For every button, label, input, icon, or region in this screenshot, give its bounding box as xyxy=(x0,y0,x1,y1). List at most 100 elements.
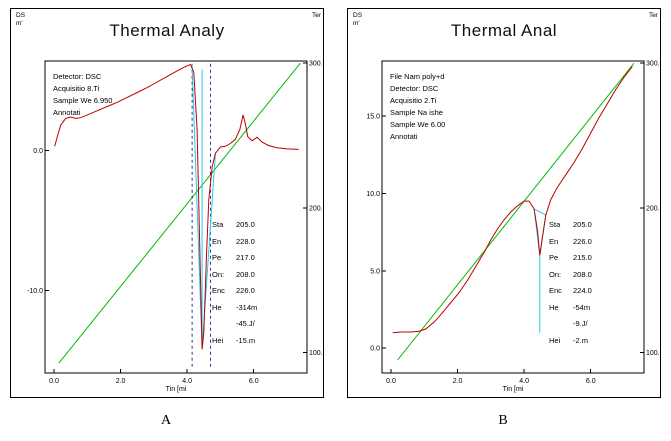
plot-border xyxy=(381,60,645,374)
thermal-chart-a: 0.0 2.0 4.0 6.0 0.0 -10.0 300.0 200.0 100.0 xyxy=(27,60,323,385)
result-value: -314m xyxy=(236,302,258,312)
result-label: En xyxy=(212,236,222,246)
left-axis-unit-b: DS m' xyxy=(353,12,362,28)
x-tick-label: 6.0 xyxy=(249,378,259,385)
result-value: -2.m xyxy=(573,335,588,345)
peak-result-row: Pe 217.0 xyxy=(212,250,257,267)
chart-panel-b: DS m' Thermal Anal Ter 0.0 2.0 4.0 6.0 15.0 1… xyxy=(347,8,661,398)
left-y-tick-label: 0.0 xyxy=(370,346,380,353)
info-line: File Nam poly+d xyxy=(390,72,445,81)
info-line: Acquisitio 2.Ti xyxy=(390,96,437,105)
right-y-tick-label: 300.0 xyxy=(309,61,323,68)
right-axis-unit-b: Ter xyxy=(648,12,658,19)
x-tick-label: 2.0 xyxy=(116,378,126,385)
x-tick-label: 2.0 xyxy=(453,378,463,385)
peak-result-row: -9.J/ xyxy=(549,316,592,333)
left-axis-unit-line2: m' xyxy=(353,20,360,27)
result-value: 226.0 xyxy=(573,236,592,246)
info-line: Detector: DSC xyxy=(53,72,102,81)
peak-result-row: On: 208.0 xyxy=(549,267,592,284)
x-axis-label-a: Tin [mi xyxy=(165,386,187,393)
x-tick-label: 4.0 xyxy=(519,378,529,385)
figure-caption-a: A xyxy=(160,413,172,428)
result-value: 228.0 xyxy=(236,236,255,246)
result-label: He xyxy=(212,302,222,312)
right-axis-unit-a: Ter xyxy=(311,12,321,19)
temperature-curve xyxy=(58,62,301,364)
result-label: He xyxy=(549,302,559,312)
x-tick-label: 4.0 xyxy=(182,378,192,385)
x-tick-label: 6.0 xyxy=(586,378,596,385)
result-value: 215.0 xyxy=(573,253,592,262)
plot-border xyxy=(44,60,308,374)
sample-info-block-a: Detector: DSC Acquisitio 8.Ti Sample We … xyxy=(53,71,112,119)
peak-results-block-b: Sta 205.0 En 226.0 Pe 215.0 On: 208.0 Enc 224… xyxy=(549,217,592,349)
peak-result-row: En 226.0 xyxy=(549,234,592,251)
result-label: Hei xyxy=(549,335,561,345)
integration-baseline-curve xyxy=(533,208,547,216)
result-label: Pe xyxy=(549,253,559,262)
result-label: On: xyxy=(549,269,562,279)
result-value: 205.0 xyxy=(573,220,592,229)
result-value: -9.J/ xyxy=(573,319,588,328)
x-tick-label: 0.0 xyxy=(49,378,59,385)
peak-result-row: On: 208.0 xyxy=(212,267,257,284)
result-label: En xyxy=(549,236,559,246)
peak-result-row: Hei -15.m xyxy=(212,333,257,350)
left-y-tick-label: 0.0 xyxy=(33,148,43,155)
info-line: Annotati xyxy=(390,132,418,141)
result-label: Enc xyxy=(212,286,225,295)
peak-result-row: Enc 224.0 xyxy=(549,283,592,300)
dsc-curve xyxy=(392,66,633,334)
result-value: 208.0 xyxy=(236,269,255,279)
dsc-curve xyxy=(54,63,299,350)
sample-info-block-b: File Nam poly+d Detector: DSC Acquisitio… xyxy=(390,71,445,143)
result-value: -15.m xyxy=(236,335,256,345)
result-value: -54m xyxy=(573,302,591,312)
chart-title-a: Thermal Analy xyxy=(109,21,225,40)
peak-result-row: Enc 226.0 xyxy=(212,283,257,300)
peak-result-row: Hei -2.m xyxy=(549,333,592,350)
left-y-tick-label: 15.0 xyxy=(366,113,380,120)
result-value: 205.0 xyxy=(236,220,255,229)
peak-result-row: Pe 215.0 xyxy=(549,250,592,267)
result-value: 224.0 xyxy=(573,286,592,295)
right-y-tick-label: 200.0 xyxy=(646,205,660,212)
result-label: On: xyxy=(212,269,225,279)
left-y-tick-label: -10.0 xyxy=(27,288,43,295)
result-label: Hei xyxy=(212,335,224,345)
left-axis-unit-line1: DS xyxy=(16,12,26,19)
result-label: Sta xyxy=(212,220,224,229)
figure-caption-b: B xyxy=(498,413,508,428)
integration-curve xyxy=(533,208,547,256)
right-y-tick-label: 100.0 xyxy=(309,350,323,357)
result-value: 226.0 xyxy=(236,286,255,295)
result-label: Enc xyxy=(549,286,562,295)
right-y-tick-label: 100.0 xyxy=(646,350,660,357)
left-axis-unit-line2: m' xyxy=(16,20,23,27)
peak-results-block-a: Sta 205.0 En 228.0 Pe 217.0 On: 208.0 Enc 226… xyxy=(212,217,257,349)
x-tick-label: 0.0 xyxy=(386,378,396,385)
result-value: -45.J/ xyxy=(236,319,255,328)
temperature-curve xyxy=(397,62,635,361)
chart-panel-a: DS m' Thermal Analy Ter 0.0 2.0 4.0 6.0 0.0 -… xyxy=(10,8,324,398)
info-line: Annotati xyxy=(53,108,81,117)
info-line: Sample We 6.950 xyxy=(53,96,113,105)
right-y-tick-label: 200.0 xyxy=(309,205,323,212)
x-axis-label-b: Tin [mi xyxy=(502,386,524,393)
thermal-chart-b: 0.0 2.0 4.0 6.0 15.0 10.0 5.0 0.0 300.0 200.0 100.… xyxy=(366,60,660,385)
peak-result-row: He -314m xyxy=(212,300,257,317)
info-line: Acquisitio 8.Ti xyxy=(53,84,100,93)
info-line: Detector: DSC xyxy=(390,84,439,93)
result-label: Sta xyxy=(549,220,561,229)
info-line: Sample We 6.00 xyxy=(390,120,446,129)
result-value: 208.0 xyxy=(573,269,592,279)
right-y-tick-label: 300.0 xyxy=(646,61,660,68)
result-value: 217.0 xyxy=(236,253,255,262)
left-axis-unit-a: DS m' xyxy=(16,12,25,28)
left-axis-unit-line1: DS xyxy=(353,12,363,19)
result-label: Pe xyxy=(212,253,222,262)
peak-result-row: En 228.0 xyxy=(212,234,257,251)
peak-result-row: -45.J/ xyxy=(212,316,257,333)
